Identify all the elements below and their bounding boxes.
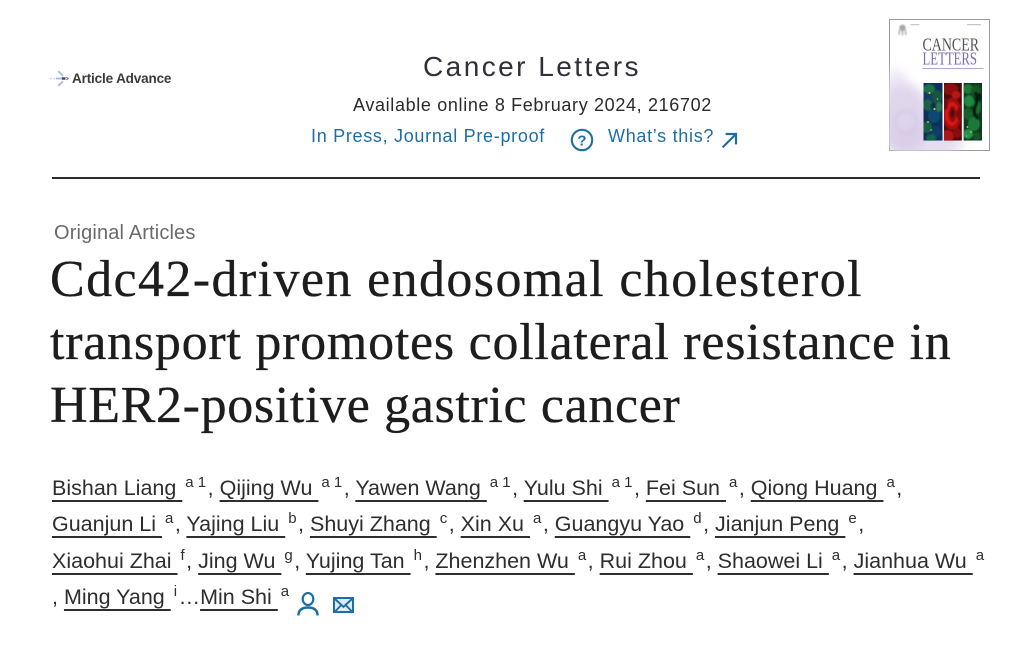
svg-text:LETTERS: LETTERS: [923, 49, 978, 69]
svg-text:CANCER: CANCER: [923, 34, 980, 54]
svg-text:?: ?: [577, 132, 586, 149]
